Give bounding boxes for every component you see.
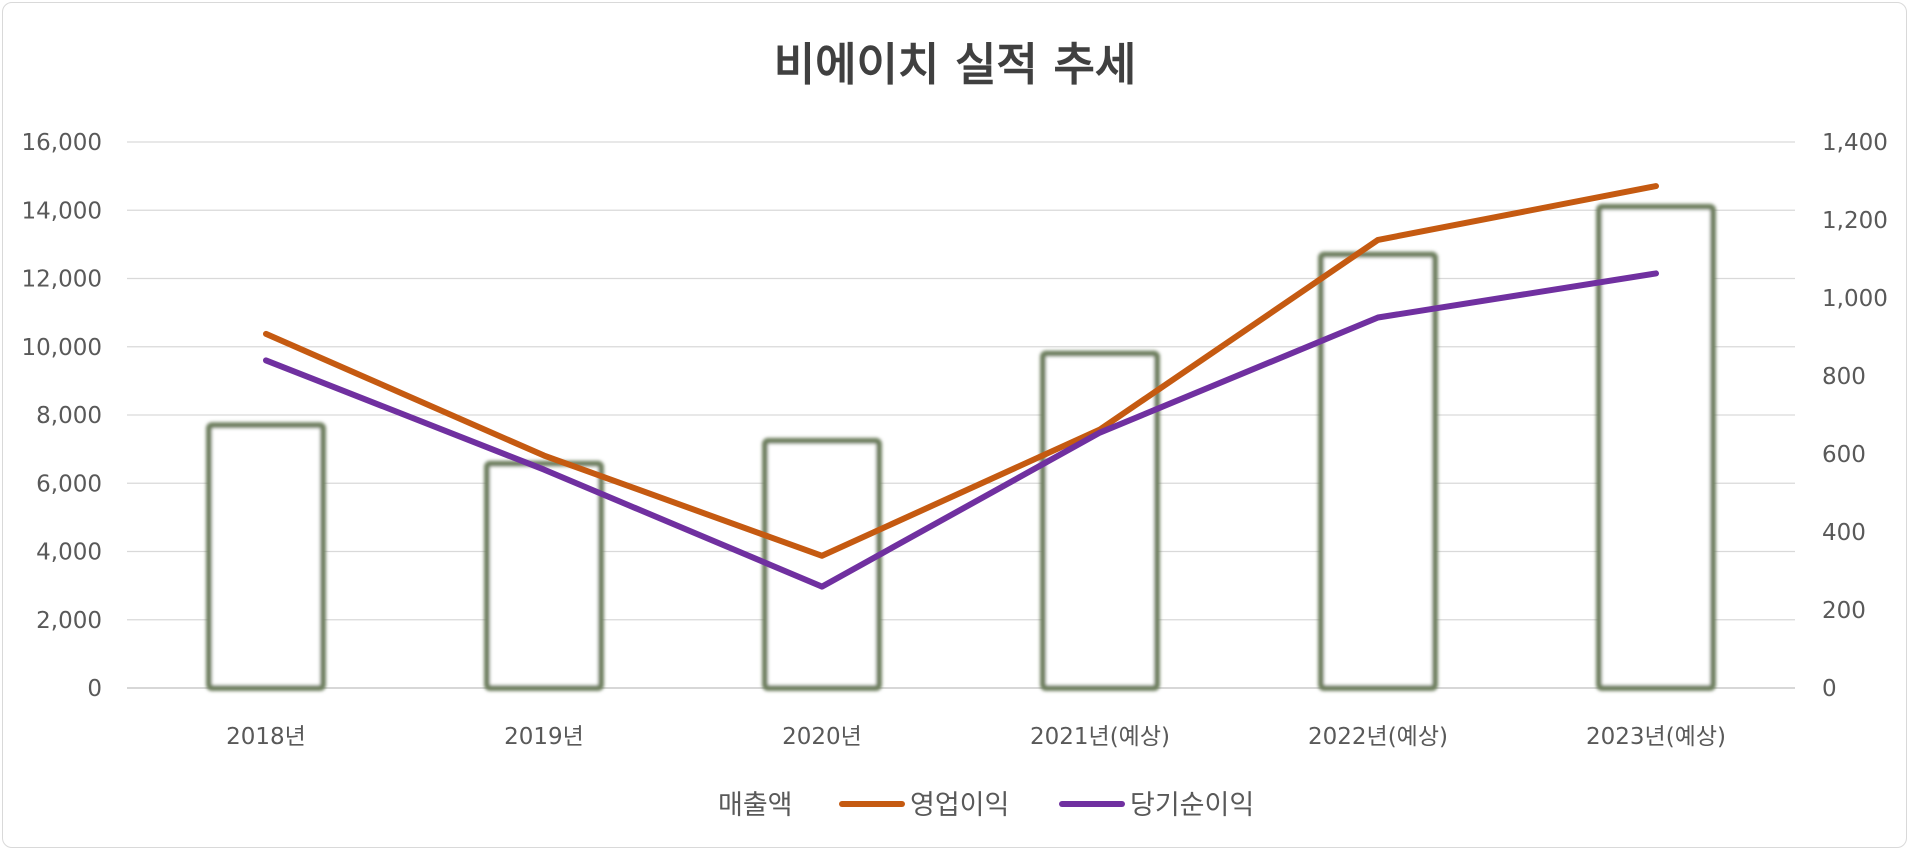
left-axis-tick-label: 8,000 (36, 403, 102, 429)
right-axis-tick-label: 200 (1822, 598, 1866, 624)
bar-series (206, 203, 1716, 692)
x-axis-tick-label: 2023년(예상) (1586, 724, 1726, 750)
right-axis-tick-label: 1,400 (1822, 130, 1888, 156)
left-axis-tick-label: 2,000 (36, 608, 102, 634)
chart-title: 비에이치 실적 추세 (774, 38, 1137, 91)
left-axis-tick-label: 0 (87, 676, 102, 702)
right-axis-tick-label: 0 (1822, 676, 1837, 702)
legend-label: 당기순이익 (1130, 790, 1254, 821)
x-axis-tick-label: 2020년 (782, 724, 862, 750)
legend-label: 영업이익 (910, 790, 1009, 821)
bar-revenue (206, 422, 326, 691)
line-net-income (263, 270, 1659, 590)
left-axis-tick-label: 10,000 (22, 335, 102, 361)
legend-label: 매출액 (718, 790, 793, 821)
bar-revenue (1318, 251, 1438, 692)
legend: 매출액 영업이익 당기순이익 (718, 790, 1254, 821)
left-axis-tick-label: 6,000 (36, 471, 102, 497)
x-axis-tick-label: 2018년 (226, 724, 306, 750)
left-axis-tick-label: 16,000 (22, 130, 102, 156)
x-axis-tick-label: 2022년(예상) (1308, 724, 1448, 750)
right-axis-tick-label: 600 (1822, 442, 1866, 468)
line-operating-profit (263, 183, 1659, 559)
x-axis-tick-label: 2019년 (504, 724, 584, 750)
right-axis-tick-label: 1,200 (1822, 208, 1888, 234)
bar-revenue (484, 460, 604, 691)
right-y-axis: 0 200 400 600 800 1,000 1,200 1,400 (1822, 130, 1888, 702)
left-axis-tick-label: 4,000 (36, 540, 102, 566)
left-axis-tick-label: 14,000 (22, 198, 102, 224)
left-y-axis: 0 2,000 4,000 6,000 8,000 10,000 12,000 14,000 1… (22, 130, 102, 702)
left-axis-tick-label: 12,000 (22, 267, 102, 293)
line-series (263, 183, 1659, 590)
bar-revenue (1596, 203, 1716, 691)
x-axis: 2018년 2019년 2020년 2021년(예상) 2022년(예상) 2023년(예… (226, 724, 1726, 750)
right-axis-tick-label: 800 (1822, 364, 1866, 390)
right-axis-tick-label: 400 (1822, 520, 1866, 546)
gridlines (127, 141, 1795, 689)
right-axis-tick-label: 1,000 (1822, 286, 1888, 312)
bar-revenue (1040, 350, 1160, 691)
x-axis-tick-label: 2021년(예상) (1030, 724, 1170, 750)
